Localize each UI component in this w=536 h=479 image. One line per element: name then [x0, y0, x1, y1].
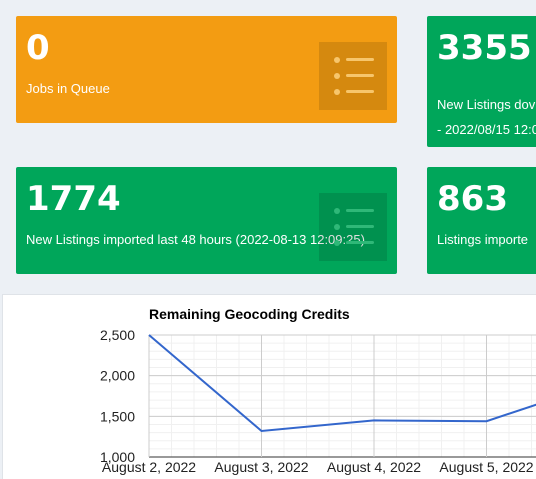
chart-y-tick-label: 1,000: [100, 449, 135, 465]
chart-y-tick-label: 2,500: [100, 327, 135, 343]
listings-imported-label: Listings importe: [437, 232, 529, 247]
chart-x-tick-label: August 5, 2022: [439, 459, 533, 475]
jobs-in-queue-label: Jobs in Queue: [26, 81, 110, 96]
new-listings-downloaded-date: - 2022/08/15 12:0: [437, 122, 536, 137]
chart-x-tick-label: August 3, 2022: [214, 459, 308, 475]
new-listings-imported-card: 1774 New Listings imported last 48 hours…: [16, 167, 397, 274]
chart-y-tick-label: 2,000: [100, 368, 135, 384]
jobs-in-queue-count: 0: [26, 28, 50, 68]
new-listings-imported-count: 1774: [26, 179, 121, 219]
new-listings-downloaded-label: New Listings dov: [437, 97, 536, 112]
new-listings-downloaded-count: 3355: [437, 28, 532, 68]
list-icon: [319, 42, 387, 110]
chart-title: Remaining Geocoding Credits: [149, 306, 350, 322]
jobs-in-queue-card: 0 Jobs in Queue: [16, 16, 397, 123]
list-icon: [319, 193, 387, 261]
geocoding-credits-chart-panel: Remaining Geocoding Credits 2,500 2,000 1,…: [2, 294, 536, 479]
new-listings-imported-label: New Listings imported last 48 hours (202…: [26, 232, 365, 247]
listings-imported-card: 863 Listings importe: [427, 167, 536, 274]
listings-imported-count: 863: [437, 179, 508, 219]
new-listings-downloaded-card: 3355 New Listings dov - 2022/08/15 12:0: [427, 16, 536, 147]
chart-x-tick-label: August 2, 2022: [102, 459, 196, 475]
chart-series-line: [148, 334, 536, 433]
chart-x-tick-label: August 4, 2022: [327, 459, 421, 475]
chart-y-tick-label: 1,500: [100, 408, 135, 424]
geocoding-credits-chart: Remaining Geocoding Credits 2,500 2,000 1,…: [100, 306, 536, 475]
